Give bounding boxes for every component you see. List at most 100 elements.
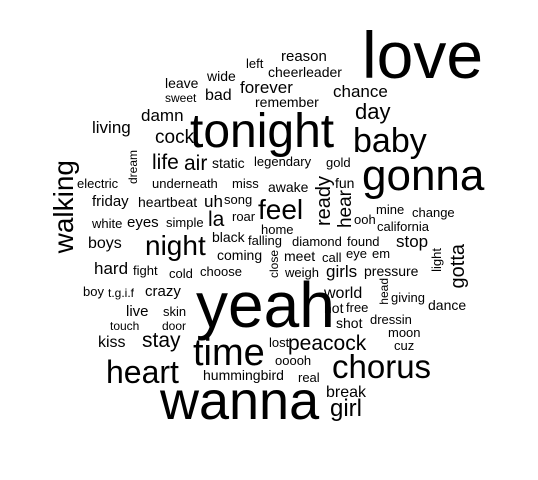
word-bad: bad — [205, 87, 232, 104]
word-uh: uh — [204, 192, 223, 211]
word-reason: reason — [281, 48, 327, 65]
word-wanna: wanna — [160, 371, 320, 431]
word-chorus: chorus — [332, 348, 432, 385]
word-found: found — [347, 234, 380, 249]
word-left: left — [246, 56, 264, 71]
word-gold: gold — [326, 155, 351, 170]
word-roar: roar — [232, 209, 256, 224]
word-home: home — [261, 222, 294, 237]
word-life: life — [152, 151, 179, 174]
word-walking: walking — [48, 160, 79, 254]
word-change: change — [412, 205, 455, 220]
word-falling: falling — [248, 233, 282, 248]
word-awake: awake — [268, 179, 309, 195]
word-forever: forever — [240, 78, 293, 97]
word-cold: cold — [169, 266, 193, 281]
word-black: black — [212, 229, 245, 245]
word-hot: hot — [324, 300, 344, 316]
word-peacock: peacock — [288, 332, 367, 355]
word-mine: mine — [376, 202, 405, 217]
word-tonight: tonight — [190, 105, 335, 158]
word-chance: chance — [333, 82, 388, 101]
word-cock: cock — [155, 127, 195, 148]
word-moon: moon — [388, 325, 421, 340]
word-touch: touch — [110, 319, 140, 333]
word-cheerleader: cheerleader — [268, 64, 342, 80]
word-eyes: eyes — [127, 214, 159, 231]
word-gonna: gonna — [362, 151, 485, 200]
word-yeah: yeah — [196, 269, 335, 341]
word-boy: boy — [83, 284, 104, 299]
word-electric: electric — [77, 176, 119, 191]
word-tgif: t.g.i.f — [108, 286, 135, 300]
word-fight: fight — [133, 263, 158, 278]
word-underneath: underneath — [152, 176, 218, 191]
word-close: close — [267, 250, 281, 279]
word-night: night — [145, 230, 206, 261]
word-light: light — [429, 248, 444, 272]
word-love: love — [362, 18, 484, 92]
word-em: em — [372, 246, 391, 261]
word-wide: wide — [207, 68, 236, 84]
word-heartbeat: heartbeat — [138, 194, 198, 210]
word-stop: stop — [396, 232, 429, 251]
word-friday: friday — [92, 193, 129, 210]
word-door: door — [162, 319, 187, 333]
word-hard: hard — [94, 259, 129, 278]
word-fun: fun — [335, 175, 355, 191]
word-lost: lost — [269, 335, 290, 350]
word-meet: meet — [284, 248, 316, 264]
word-feel: feel — [258, 194, 304, 225]
word-choose: choose — [200, 264, 242, 279]
word-damn: damn — [141, 106, 184, 125]
word-hummingbird: hummingbird — [203, 367, 284, 383]
word-real: real — [298, 370, 320, 385]
word-static: static — [212, 155, 245, 171]
word-dream: dream — [126, 150, 140, 185]
word-hear: hear — [335, 190, 356, 229]
word-white: white — [92, 216, 123, 231]
word-ready: ready — [313, 176, 335, 227]
word-break: break — [326, 384, 367, 401]
word-cuz: cuz — [394, 338, 415, 353]
word-ooooh: ooooh — [275, 353, 312, 368]
word-girls: girls — [326, 262, 358, 281]
word-baby: baby — [353, 122, 427, 160]
word-california: california — [377, 219, 430, 234]
word-call: call — [322, 250, 342, 265]
word-miss: miss — [232, 176, 259, 191]
word-living: living — [92, 118, 131, 137]
word-girl: girl — [330, 395, 363, 422]
word-dance: dance — [428, 297, 467, 313]
word-dressin: dressin — [370, 312, 412, 327]
word-skin: skin — [163, 304, 187, 319]
word-head: head — [377, 278, 391, 305]
word-free: free — [346, 300, 369, 315]
word-diamond: diamond — [292, 234, 342, 249]
word-world: world — [324, 285, 363, 302]
word-legendary: legendary — [254, 154, 312, 169]
word-giving: giving — [391, 290, 425, 305]
word-pressure: pressure — [364, 263, 419, 279]
word-kiss: kiss — [98, 334, 126, 351]
word-gotta: gotta — [447, 244, 469, 289]
word-ooh: ooh — [354, 212, 376, 227]
word-live: live — [126, 303, 149, 320]
word-simple: simple — [166, 215, 204, 230]
word-crazy: crazy — [145, 283, 181, 300]
word-la: la — [208, 208, 225, 231]
word-day: day — [355, 99, 391, 124]
word-leave: leave — [165, 75, 199, 91]
word-coming: coming — [217, 247, 263, 263]
word-shot: shot — [336, 315, 363, 331]
word-weigh: weigh — [285, 265, 319, 280]
word-eye: eye — [346, 246, 367, 261]
word-heart: heart — [106, 354, 179, 390]
word-boys: boys — [88, 235, 122, 252]
word-remember: remember — [255, 94, 319, 110]
word-time: time — [193, 332, 265, 374]
word-song: song — [224, 192, 253, 207]
word-air: air — [184, 152, 208, 175]
word-stay: stay — [142, 329, 181, 352]
